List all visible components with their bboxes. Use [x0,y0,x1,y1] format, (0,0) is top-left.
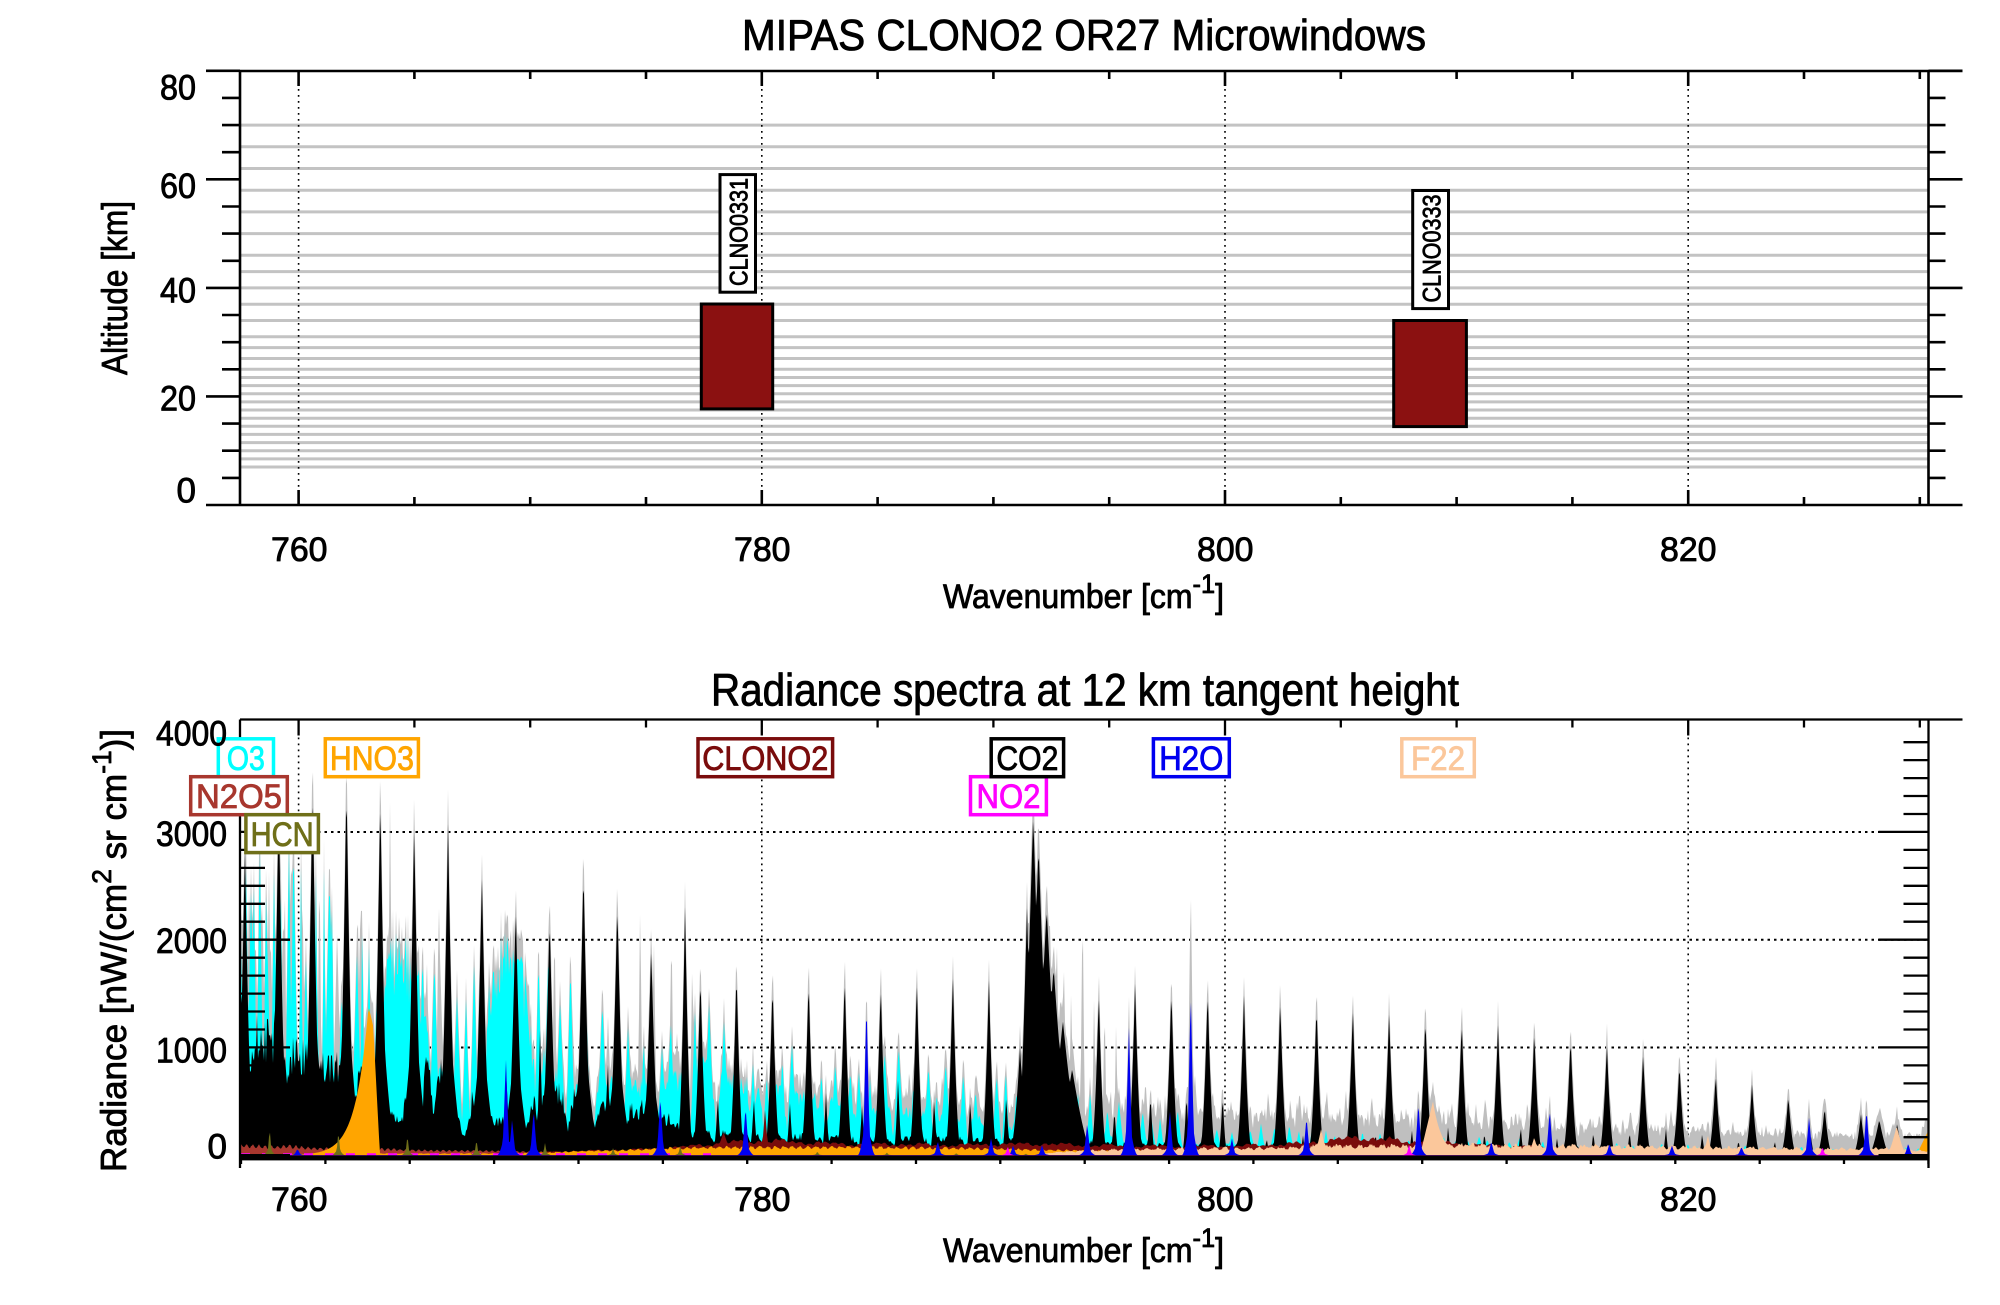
svg-text:0: 0 [208,1128,227,1167]
svg-text:80: 80 [160,69,196,108]
svg-text:MIPAS CLONO2 OR27 Microwindows: MIPAS CLONO2 OR27 Microwindows [742,11,1426,60]
svg-text:820: 820 [1660,1181,1717,1219]
svg-text:HCN: HCN [251,816,314,854]
svg-text:780: 780 [734,1181,791,1219]
svg-text:N2O5: N2O5 [196,778,282,816]
svg-text:CLNO0333: CLNO0333 [1419,195,1447,303]
svg-text:Wavenumber [cm-1]: Wavenumber [cm-1] [943,569,1224,616]
svg-text:40: 40 [160,272,196,311]
svg-text:F22: F22 [1411,740,1465,778]
svg-text:1000: 1000 [156,1032,227,1071]
svg-text:Altitude [km]: Altitude [km] [94,201,135,375]
svg-text:2000: 2000 [156,922,227,961]
svg-text:O3: O3 [227,740,265,778]
svg-text:4000: 4000 [156,715,227,754]
svg-text:Radiance spectra at 12 km tang: Radiance spectra at 12 km tangent height [711,665,1459,716]
svg-text:0: 0 [177,472,196,511]
svg-text:760: 760 [271,1181,328,1219]
svg-text:760: 760 [271,531,328,569]
svg-text:CO2: CO2 [996,740,1058,778]
svg-text:HNO3: HNO3 [330,740,414,778]
svg-text:820: 820 [1660,531,1717,569]
svg-text:800: 800 [1197,1181,1254,1219]
svg-text:CLONO2: CLONO2 [702,740,828,778]
svg-text:3000: 3000 [156,815,227,854]
svg-text:800: 800 [1197,531,1254,569]
svg-text:20: 20 [160,380,196,419]
svg-text:60: 60 [160,167,196,206]
svg-text:NO2: NO2 [977,778,1041,816]
svg-text:Radiance [nW/(cm2 sr cm-1)]: Radiance [nW/(cm2 sr cm-1)] [87,729,134,1172]
svg-text:CLNO0331: CLNO0331 [726,178,754,286]
svg-text:H2O: H2O [1159,740,1223,778]
svg-text:780: 780 [734,531,791,569]
